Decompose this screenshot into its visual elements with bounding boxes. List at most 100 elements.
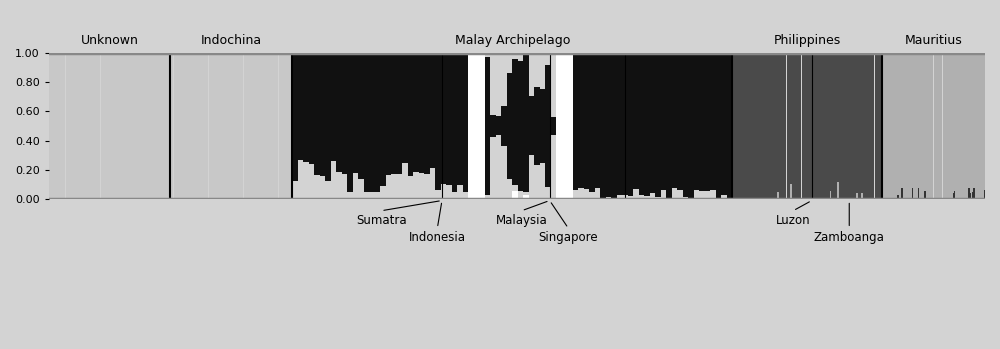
- Bar: [256, 53, 257, 199]
- Bar: [982, 53, 984, 199]
- Bar: [975, 53, 976, 199]
- Bar: [457, 185, 463, 199]
- Bar: [468, 53, 474, 199]
- Bar: [861, 193, 863, 199]
- Text: Zamboanga: Zamboanga: [814, 231, 885, 244]
- Bar: [584, 53, 589, 188]
- Bar: [353, 173, 358, 199]
- Bar: [788, 53, 790, 199]
- Bar: [457, 53, 463, 185]
- Text: Mauritius: Mauritius: [905, 34, 962, 47]
- Bar: [250, 53, 251, 199]
- Bar: [617, 53, 622, 195]
- Bar: [186, 53, 187, 199]
- Bar: [172, 53, 173, 199]
- Bar: [82, 53, 84, 199]
- Bar: [353, 53, 358, 173]
- Bar: [58, 53, 59, 199]
- Bar: [501, 53, 507, 106]
- Bar: [904, 53, 905, 199]
- Bar: [551, 53, 556, 117]
- Bar: [894, 53, 895, 199]
- Bar: [496, 53, 501, 135]
- Bar: [785, 53, 786, 199]
- Bar: [973, 188, 975, 199]
- Bar: [325, 181, 331, 199]
- Bar: [452, 53, 457, 192]
- Bar: [856, 53, 858, 193]
- Bar: [918, 53, 919, 188]
- Bar: [896, 53, 897, 199]
- Bar: [644, 196, 650, 199]
- Bar: [897, 195, 899, 199]
- Bar: [628, 196, 633, 199]
- Bar: [865, 53, 867, 199]
- Bar: [964, 53, 966, 199]
- Bar: [424, 53, 430, 173]
- Bar: [88, 53, 90, 199]
- Bar: [52, 53, 53, 199]
- Bar: [233, 53, 234, 199]
- Bar: [906, 53, 908, 199]
- Bar: [123, 53, 125, 199]
- Bar: [303, 162, 309, 199]
- Bar: [694, 190, 699, 199]
- Bar: [758, 53, 760, 199]
- Bar: [705, 191, 710, 199]
- Bar: [957, 53, 958, 199]
- Bar: [909, 53, 910, 199]
- Bar: [342, 53, 347, 174]
- Bar: [867, 53, 869, 199]
- Bar: [218, 53, 219, 199]
- Bar: [202, 53, 204, 199]
- Bar: [117, 53, 119, 199]
- Bar: [963, 53, 964, 199]
- Bar: [710, 190, 716, 199]
- Bar: [73, 53, 75, 199]
- Bar: [215, 53, 216, 199]
- Bar: [262, 53, 263, 199]
- Bar: [777, 193, 779, 199]
- Bar: [154, 53, 155, 199]
- Bar: [227, 53, 228, 199]
- Bar: [639, 195, 644, 199]
- Bar: [901, 53, 903, 188]
- Bar: [219, 53, 221, 199]
- Bar: [97, 53, 99, 199]
- Bar: [84, 53, 85, 199]
- Bar: [280, 53, 282, 199]
- Bar: [915, 53, 917, 199]
- Bar: [595, 53, 600, 188]
- Bar: [430, 53, 435, 168]
- Bar: [809, 53, 811, 199]
- Bar: [435, 53, 441, 190]
- Bar: [899, 53, 900, 199]
- Bar: [567, 53, 573, 199]
- Bar: [973, 53, 975, 188]
- Bar: [589, 53, 595, 192]
- Bar: [135, 53, 137, 199]
- Bar: [781, 53, 783, 199]
- Bar: [69, 53, 70, 199]
- Bar: [835, 53, 837, 199]
- Bar: [236, 53, 237, 199]
- Bar: [108, 53, 110, 199]
- Bar: [611, 53, 617, 199]
- Bar: [650, 53, 655, 193]
- Bar: [212, 53, 213, 199]
- Bar: [430, 168, 435, 199]
- Bar: [655, 53, 661, 198]
- Bar: [972, 53, 973, 192]
- Bar: [228, 53, 230, 199]
- Bar: [773, 53, 775, 199]
- Bar: [790, 53, 792, 184]
- Bar: [900, 53, 901, 199]
- Bar: [727, 198, 732, 199]
- Bar: [912, 188, 913, 199]
- Bar: [927, 53, 928, 199]
- Bar: [699, 191, 705, 199]
- Bar: [822, 53, 824, 199]
- Bar: [76, 53, 78, 199]
- Bar: [391, 174, 397, 199]
- Bar: [826, 53, 828, 199]
